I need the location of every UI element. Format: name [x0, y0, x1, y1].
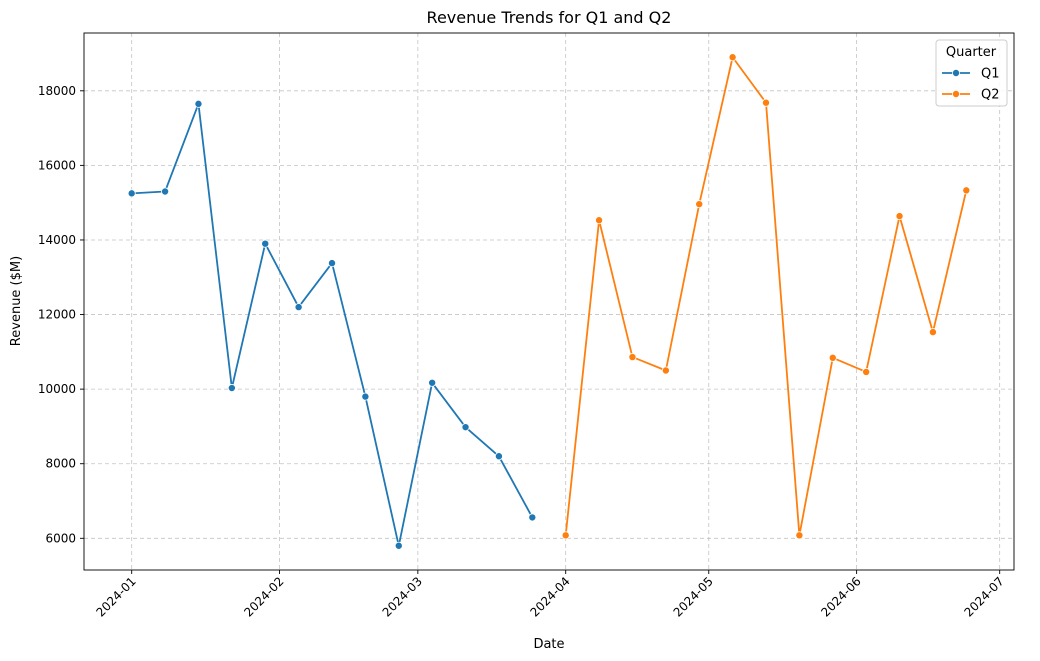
data-point-q2 [962, 186, 971, 195]
plot-frame [83, 32, 1015, 571]
data-point-q2 [762, 98, 771, 107]
data-point-q1 [428, 378, 437, 387]
data-point-q2 [862, 367, 871, 376]
legend-box [935, 39, 1008, 107]
data-point-q2 [661, 366, 670, 375]
legend-label-q1: Q1 [981, 67, 1000, 82]
data-point-q1 [394, 541, 403, 550]
legend-label-q2: Q2 [981, 88, 1000, 103]
y-tick-label: 16000 [38, 158, 76, 172]
series-q2 [561, 53, 971, 540]
grid-layer [84, 33, 1014, 570]
y-tick-label: 10000 [38, 382, 76, 396]
y-tick-label: 12000 [38, 308, 76, 322]
data-point-q2 [795, 531, 804, 540]
y-tick-label: 18000 [38, 84, 76, 98]
series-layer [127, 53, 971, 550]
x-axis-label: Date [533, 637, 564, 652]
data-point-q1 [227, 384, 236, 393]
data-point-q1 [327, 259, 336, 268]
data-point-q1 [528, 513, 537, 522]
y-tick-label: 6000 [45, 531, 76, 545]
data-point-q1 [461, 423, 470, 432]
data-point-q1 [261, 239, 270, 248]
data-point-q2 [928, 328, 937, 337]
chart-title: Revenue Trends for Q1 and Q2 [427, 8, 672, 27]
data-point-q2 [895, 212, 904, 221]
data-point-q1 [361, 392, 370, 401]
legend-marker-q1 [952, 69, 961, 78]
data-point-q2 [695, 200, 704, 209]
data-point-q2 [628, 353, 637, 362]
data-point-q2 [828, 353, 837, 362]
y-tick-label: 14000 [38, 233, 76, 247]
y-axis-label: Revenue ($M) [9, 256, 24, 346]
series-q1 [127, 99, 537, 550]
data-point-q1 [294, 303, 303, 312]
data-point-q1 [127, 189, 136, 198]
legend-title: Quarter [946, 45, 997, 60]
data-point-q1 [494, 452, 503, 461]
data-point-q1 [194, 99, 203, 108]
data-point-q2 [728, 53, 737, 62]
legend-marker-q2 [952, 90, 961, 99]
data-point-q2 [595, 216, 604, 225]
data-point-q1 [161, 187, 170, 196]
data-point-q2 [561, 531, 570, 540]
y-tick-label: 8000 [45, 457, 76, 471]
